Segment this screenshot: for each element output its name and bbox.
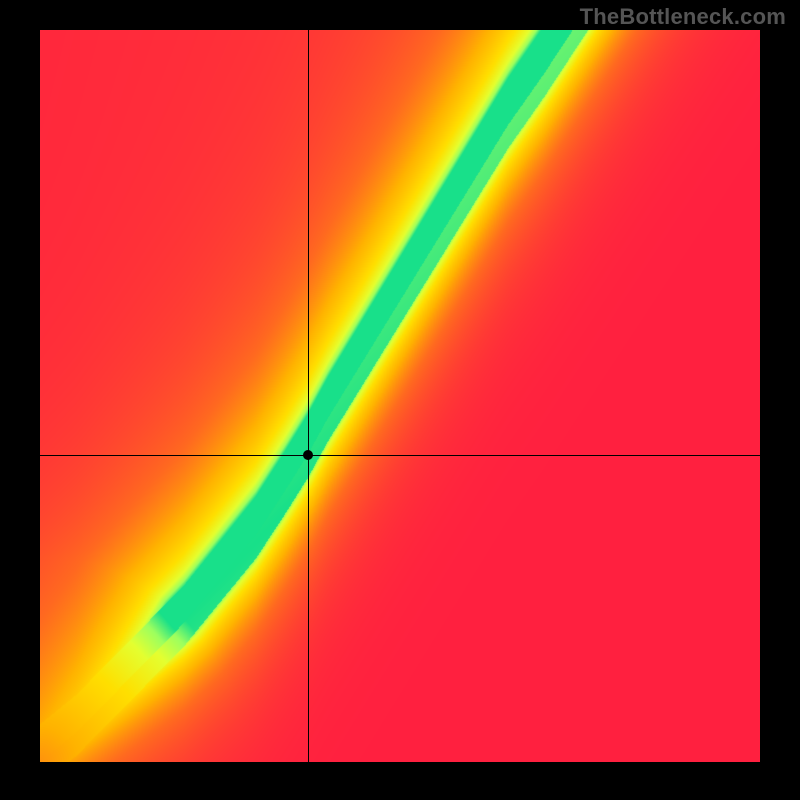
crosshair-vertical	[308, 30, 309, 762]
watermark-text: TheBottleneck.com	[580, 4, 786, 30]
crosshair-horizontal	[40, 455, 760, 456]
chart-container: TheBottleneck.com	[0, 0, 800, 800]
heatmap-plot	[40, 30, 760, 762]
intersection-marker	[303, 450, 313, 460]
heatmap-canvas	[40, 30, 760, 762]
